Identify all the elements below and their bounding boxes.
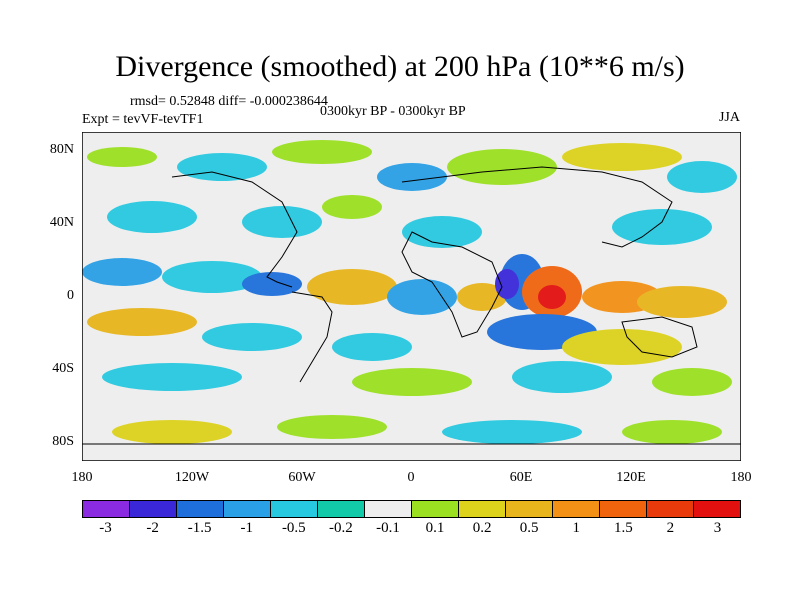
- lon-tick-label: 180: [71, 470, 93, 485]
- colorbar-label: 1: [572, 520, 581, 536]
- colorbar-label: 0.1: [425, 520, 445, 536]
- statistics-text: rmsd= 0.52848 diff= -0.000238644: [130, 94, 328, 109]
- colorbar-swatch: [270, 500, 317, 518]
- colorbar: [82, 500, 741, 518]
- lon-tick-label: 120E: [616, 470, 646, 485]
- colorbar-label: 3: [713, 520, 722, 536]
- colorbar-label: -0.2: [329, 520, 353, 536]
- lon-tick-label: 0: [407, 470, 415, 485]
- colorbar-swatch: [599, 500, 646, 518]
- colorbar-label: -1.5: [187, 520, 212, 536]
- colorbar-label: 0.5: [519, 520, 539, 536]
- colorbar-swatch: [646, 500, 693, 518]
- lon-tick-label: 60E: [509, 470, 533, 485]
- colorbar-swatch: [317, 500, 364, 518]
- divergence-field: [82, 140, 737, 444]
- colorbar-label: -0.1: [376, 520, 400, 536]
- colorbar-swatch: [505, 500, 552, 518]
- colorbar-swatch: [458, 500, 505, 518]
- lat-tick-label: 80S: [52, 434, 74, 449]
- colorbar-label: -0.5: [281, 520, 306, 536]
- lon-tick-label: 60W: [288, 470, 316, 485]
- lat-tick-label: 0: [67, 288, 74, 303]
- colorbar-swatch: [552, 500, 599, 518]
- colorbar-swatch: [129, 500, 176, 518]
- lon-tick-label: 120W: [174, 470, 210, 485]
- period-label: 0300kyr BP - 0300kyr BP: [320, 104, 466, 119]
- colorbar-swatch: [364, 500, 411, 518]
- lon-tick-label: 180: [730, 470, 752, 485]
- colorbar-label: -3: [99, 520, 112, 536]
- colorbar-label: -1: [240, 520, 254, 536]
- colorbar-label: -2: [146, 520, 159, 536]
- coastlines: [82, 166, 741, 445]
- colorbar-label: 2: [666, 520, 675, 536]
- colorbar-swatch: [176, 500, 223, 518]
- colorbar-label: 1.5: [613, 520, 633, 536]
- divergence-map: [82, 132, 741, 461]
- map-title: Divergence (smoothed) at 200 hPa (10**6 …: [115, 50, 685, 83]
- lat-tick-label: 40N: [49, 215, 74, 230]
- colorbar-swatch: [82, 500, 129, 518]
- colorbar-swatch: [693, 500, 741, 518]
- lat-tick-label: 80N: [49, 142, 74, 157]
- lat-tick-label: 40S: [52, 361, 74, 376]
- season-label: JJA: [718, 110, 740, 125]
- colorbar-swatch: [223, 500, 270, 518]
- experiment-label: Expt = tevVF-tevTF1: [82, 112, 204, 127]
- colorbar-swatch: [411, 500, 458, 518]
- colorbar-label: 0.2: [472, 520, 492, 536]
